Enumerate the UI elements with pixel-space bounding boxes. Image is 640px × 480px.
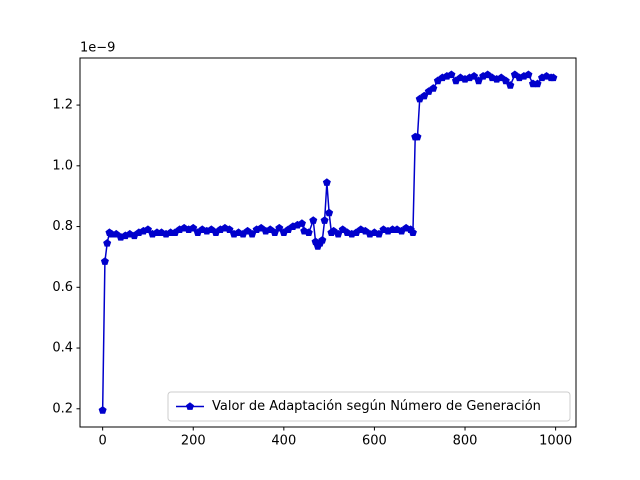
point-marker [549, 73, 558, 82]
point-marker [103, 239, 112, 247]
y-tick-label: 1.2 [52, 98, 73, 113]
y-tick-label: 0.4 [52, 341, 73, 356]
y-offset-label: 1e−9 [80, 41, 115, 56]
point-marker [408, 228, 417, 237]
point-marker [189, 223, 198, 232]
point-marker [429, 84, 438, 92]
x-tick-label: 600 [362, 434, 387, 449]
series-line [101, 73, 554, 411]
x-tick-label: 200 [181, 434, 206, 449]
legend-label: Valor de Adaptación según Número de Gene… [212, 399, 541, 414]
x-tick-label: 1000 [539, 434, 572, 449]
point-marker [98, 406, 107, 414]
legend-marker [185, 402, 195, 410]
point-marker [325, 208, 334, 217]
point-marker [506, 81, 515, 89]
point-marker [447, 70, 456, 79]
plot-frame [79, 57, 577, 428]
point-marker [501, 76, 510, 85]
point-marker [304, 228, 313, 237]
x-tick-label: 800 [453, 434, 478, 449]
point-marker [533, 79, 542, 88]
x-tick-label: 400 [271, 434, 296, 449]
point-marker [524, 70, 533, 79]
legend: Valor de Adaptación según Número de Gene… [167, 391, 571, 422]
point-marker [309, 216, 318, 224]
point-marker [143, 225, 152, 234]
y-tick-label: 1.0 [52, 158, 73, 173]
y-tick-label: 0.2 [52, 401, 73, 416]
point-marker [225, 225, 234, 234]
point-marker [413, 132, 422, 141]
point-marker [100, 257, 109, 265]
y-tick-label: 0.8 [52, 219, 73, 234]
point-marker [320, 216, 329, 224]
point-marker [318, 236, 327, 244]
point-marker [297, 219, 306, 227]
point-marker [322, 178, 331, 186]
legend-frame [167, 391, 571, 422]
y-tick-label: 0.6 [52, 280, 73, 295]
x-tick-label: 0 [99, 434, 107, 449]
point-marker [470, 72, 479, 80]
point-marker [275, 223, 284, 232]
